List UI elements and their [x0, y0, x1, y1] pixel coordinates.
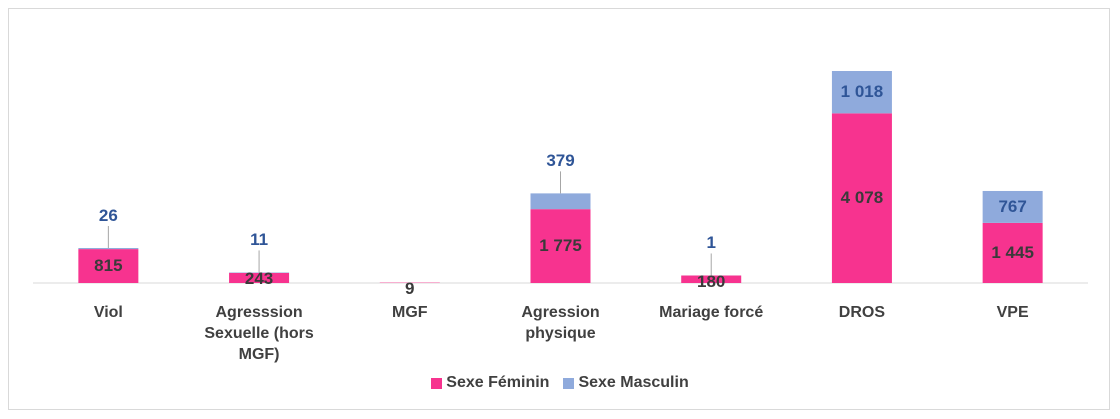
bar [78, 248, 139, 250]
bar [831, 71, 892, 114]
legend: Sexe Féminin Sexe Masculin [0, 374, 1120, 392]
bar [982, 190, 1043, 223]
bar [229, 272, 290, 283]
bar [831, 113, 892, 284]
data-label: 1 775 [539, 236, 582, 256]
legend-label: Sexe Féminin [446, 374, 550, 391]
data-label: 180 [697, 271, 726, 291]
data-label: 11 [250, 230, 269, 250]
x-tick-label: Mariage forcé [659, 304, 764, 321]
x-tick-label: MGF [392, 304, 428, 321]
bar [681, 275, 742, 283]
legend-item: Sexe Masculin [563, 374, 689, 392]
bar [530, 193, 591, 210]
bar [78, 249, 139, 283]
legend-label: Sexe Masculin [578, 374, 689, 391]
legend-swatch [563, 377, 575, 389]
data-label: 243 [244, 268, 274, 288]
data-label: 1 445 [991, 242, 1034, 262]
data-label: 379 [546, 151, 575, 171]
x-tick-label: DROS [838, 304, 886, 321]
x-tick-label: Agresssion Sexuelle (hors MGF) [204, 304, 314, 363]
data-label: 1 018 [840, 82, 884, 102]
x-tick-label: VPE [996, 304, 1029, 321]
chart-border [8, 8, 1110, 410]
data-label: 26 [98, 206, 118, 225]
legend-swatch [431, 377, 443, 389]
data-label: 1 [706, 233, 716, 253]
data-label: 9 [405, 278, 415, 298]
x-tick-label: Viol [93, 304, 123, 321]
legend-item: Sexe Féminin [431, 374, 549, 392]
bar [530, 209, 591, 283]
data-label: 767 [998, 196, 1027, 216]
x-tick-label: Agression physique [521, 304, 600, 342]
data-label: 815 [94, 256, 123, 276]
bar [982, 222, 1043, 283]
data-label: 4 078 [840, 188, 884, 208]
